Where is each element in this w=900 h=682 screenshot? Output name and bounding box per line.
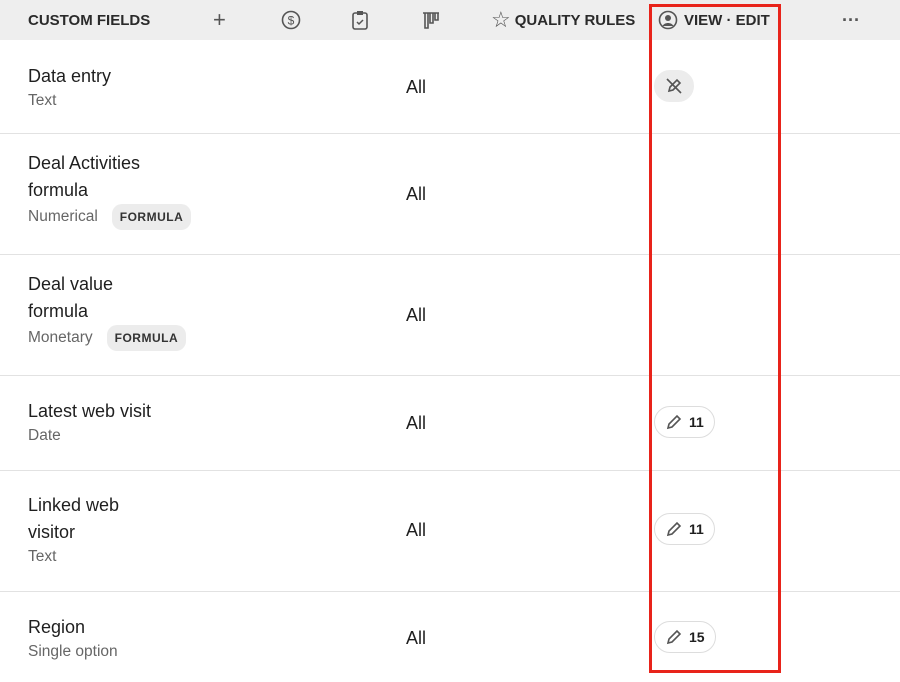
more-icon[interactable]: ···: [842, 9, 860, 30]
visibility: All: [406, 305, 427, 325]
field-type: Text: [28, 548, 57, 565]
quality-rules-tab[interactable]: ☆ QUALITY RULES: [491, 0, 635, 40]
visibility: All: [406, 184, 427, 204]
field-name: Deal Activities: [28, 153, 141, 173]
field-name: Linked web: [28, 495, 120, 515]
user-circle-icon: [658, 10, 678, 30]
page-title: CUSTOM FIELDS: [28, 11, 151, 29]
table-row[interactable]: Deal value formula Monetary FORMULA All: [0, 255, 900, 376]
edit-count: 11: [689, 521, 704, 537]
visibility: All: [406, 628, 427, 648]
pencil-icon: [666, 414, 682, 430]
field-type: Date: [28, 427, 61, 444]
formula-badge: FORMULA: [106, 325, 187, 351]
view-edit-tab[interactable]: VIEW · EDIT: [658, 0, 770, 40]
formula-badge: FORMULA: [111, 204, 192, 230]
field-type: Numerical: [28, 208, 98, 225]
quality-rules-label: QUALITY RULES: [514, 11, 636, 29]
visibility: All: [406, 520, 427, 540]
field-name: Latest web visit: [28, 401, 152, 421]
edit-count: 15: [689, 629, 705, 645]
field-name-cont: formula: [28, 301, 89, 321]
field-name-cont: visitor: [28, 522, 76, 542]
edit-disabled-button[interactable]: [654, 70, 694, 102]
svg-text:$: $: [288, 14, 295, 28]
table-row[interactable]: Latest web visit Date All 11: [0, 376, 900, 471]
pencil-icon: [666, 629, 682, 645]
field-type: Text: [28, 92, 57, 109]
edit-permissions-button[interactable]: 11: [654, 406, 715, 438]
visibility: All: [406, 77, 427, 97]
field-name-cont: formula: [28, 180, 89, 200]
edit-permissions-button[interactable]: 15: [654, 621, 716, 653]
field-type: Monetary: [28, 329, 93, 346]
view-edit-label: VIEW · EDIT: [684, 11, 770, 29]
table-row[interactable]: Data entry Text All: [0, 40, 900, 134]
table-row[interactable]: Deal Activities formula Numerical FORMULA A…: [0, 134, 900, 255]
pencil-icon: [666, 521, 682, 537]
pencil-off-icon: [666, 78, 682, 94]
clipboard-check-icon[interactable]: [351, 0, 369, 40]
field-name: Data entry: [28, 66, 112, 86]
field-name: Deal value: [28, 274, 114, 294]
table-row[interactable]: Linked web visitor Text All 11: [0, 471, 900, 592]
star-icon: ☆: [491, 7, 511, 32]
plus-icon[interactable]: +: [213, 7, 226, 32]
pipeline-icon[interactable]: [421, 0, 441, 40]
edit-permissions-button[interactable]: 11: [654, 513, 715, 545]
header-bar: CUSTOM FIELDS + $ ☆ QUALITY RULES VIEW · …: [0, 0, 900, 40]
edit-count: 11: [689, 414, 704, 430]
dollar-icon[interactable]: $: [281, 0, 301, 40]
field-type: Single option: [28, 643, 118, 660]
table-row[interactable]: Region Single option All 15: [0, 592, 900, 682]
visibility: All: [406, 413, 427, 433]
field-name: Region: [28, 617, 86, 637]
